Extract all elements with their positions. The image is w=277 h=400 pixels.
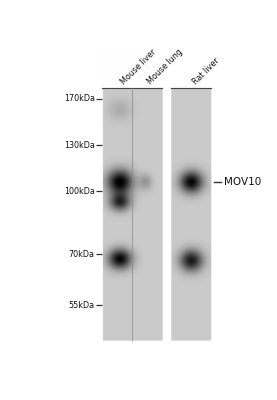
Text: 100kDa: 100kDa bbox=[64, 187, 95, 196]
Text: 130kDa: 130kDa bbox=[64, 140, 95, 150]
Bar bbox=[102, 88, 162, 341]
Text: Rat liver: Rat liver bbox=[191, 56, 221, 86]
Text: Mouse lung: Mouse lung bbox=[145, 48, 184, 86]
Text: 70kDa: 70kDa bbox=[69, 250, 95, 259]
Text: 55kDa: 55kDa bbox=[69, 301, 95, 310]
Bar bbox=[171, 88, 211, 341]
Text: 170kDa: 170kDa bbox=[64, 94, 95, 103]
Text: Mouse liver: Mouse liver bbox=[119, 48, 158, 86]
Text: MOV10: MOV10 bbox=[224, 177, 261, 187]
